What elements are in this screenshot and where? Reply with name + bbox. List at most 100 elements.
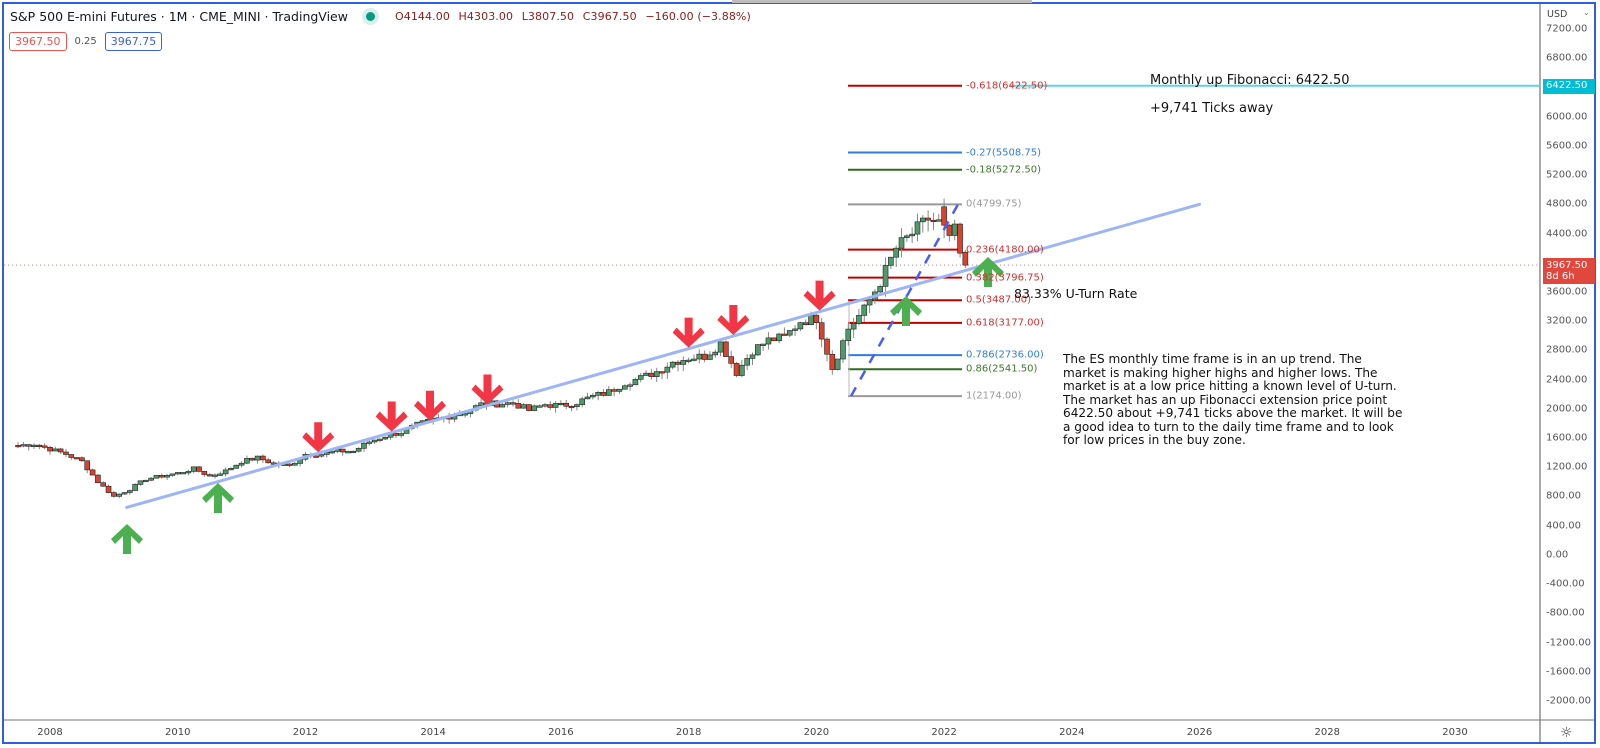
settings-gear-icon[interactable]: ☼ [1560,725,1573,741]
target-price-badge: 6422.50 [1543,78,1595,94]
ohlc-open: O4144.00 [394,10,450,23]
fib-level-label: -0.27(5508.75) [966,147,1042,159]
price-tick: 5200.00 [1546,169,1588,181]
candle-up [558,402,564,406]
candle-down [781,333,788,336]
candle-down [701,353,708,360]
candle-down [158,475,165,478]
fib-level-label: 0.618(3177.00) [966,317,1044,329]
time-tick: 2026 [1186,727,1213,738]
price-tick: 0.00 [1546,549,1569,561]
price-tick: 4800.00 [1546,198,1588,210]
time-tick: 2010 [164,727,191,738]
candle-up [355,448,362,452]
fib-level-label: 1(2174.00) [966,390,1022,402]
bid-ask-bar: 3967.50 0.25 3967.75 [9,32,163,51]
candle-up [760,343,766,346]
candle-up [233,464,240,469]
candle-up [643,372,649,376]
currency-selector[interactable]: USD [1547,9,1568,20]
ticks-away-text[interactable]: +9,741 Ticks away [1150,101,1274,116]
candle-down [941,206,947,226]
fib-level-label: 0.382(3796.75) [966,272,1044,284]
analysis-note[interactable]: The ES monthly time frame is in an up tr… [1063,352,1403,447]
candle-down [930,219,937,222]
candle-up [776,333,782,342]
trendline [125,202,1202,509]
candle-up [606,389,612,396]
fib-level-label: -0.618(6422.50) [966,80,1048,92]
candle-down [105,485,112,493]
candle-up [382,436,389,440]
candle-up [520,404,527,409]
time-tick: 2020 [803,727,830,738]
candle-up [318,454,325,457]
candle-up [621,385,628,390]
candle-up [398,433,405,436]
time-tick: 2008 [37,727,63,738]
chevron-down-icon[interactable]: ⌄ [1583,8,1590,17]
candle-down [723,341,729,357]
time-tick: 2016 [548,727,574,738]
candle-down [25,444,32,447]
candle-down [206,474,213,477]
price-tick: 5600.00 [1546,140,1588,152]
candle-up [222,469,229,475]
candle-down [659,371,665,374]
candle-up [292,463,298,466]
candle-down [36,444,43,447]
candle-up [148,477,154,481]
candle-up [536,405,543,408]
uturn-rate-text[interactable]: 83.33% U-Turn Rate [1014,286,1138,301]
candle-up [217,473,224,476]
up-arrow-icon [972,257,1004,287]
buy-price-button[interactable]: 3967.75 [104,32,163,51]
fib-level-label: 0.236(4180.00) [966,244,1044,256]
price-tick: 1600.00 [1546,432,1588,444]
candle-up [834,358,841,370]
candle-down [41,445,48,448]
time-tick: 2012 [292,727,319,738]
candle-up [749,354,756,359]
ohlc-high: H4303.00 [458,10,514,23]
candle-down [802,322,809,325]
candle-up [531,405,538,411]
candle-up [174,472,181,475]
candle-up [792,328,798,331]
sell-price-button[interactable]: 3967.50 [9,32,67,51]
bar-countdown: 8d 6h [1546,271,1575,282]
candle-up [755,344,761,356]
candle-up [627,384,633,387]
candle-down [818,322,825,340]
down-arrow-icon [375,401,408,432]
candle-down [270,462,277,465]
price-tick: 1200.00 [1546,461,1588,473]
candle-down [63,451,69,455]
candle-up [590,394,596,398]
price-tick: -400.00 [1546,578,1585,590]
candle-up [132,484,138,491]
candle-up [20,444,27,447]
candle-down [813,314,820,323]
candle-up [142,479,149,483]
candle-up [377,438,383,441]
last-price-label: 3967.50 [1546,260,1588,271]
candle-up [121,492,128,495]
candle-up [371,439,378,443]
fib-level-label: 0.86(2541.50) [966,363,1038,375]
candle-up [680,360,687,365]
candle-up [254,455,261,461]
candle-down [84,460,91,471]
candle-down [73,457,80,460]
candle-down [526,404,532,411]
symbol-title[interactable]: S&P 500 E-mini Futures · 1M · CME_MINI ·… [10,9,348,24]
candle-up [616,388,623,392]
candle-up [52,448,59,452]
target-title-text[interactable]: Monthly up Fibonacci: 6422.50 [1150,73,1350,88]
candle-down [611,389,617,392]
candle-down [201,471,208,475]
time-tick: 2024 [1059,727,1085,738]
candle-down [728,356,735,364]
price-tick: -2000.00 [1546,695,1591,707]
